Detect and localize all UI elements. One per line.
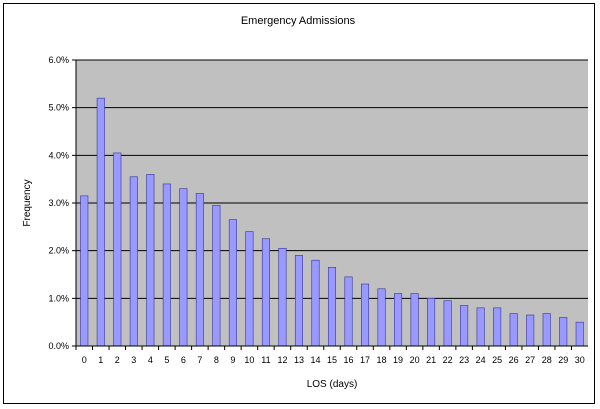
x-tick-label: 12	[277, 355, 287, 365]
x-tick-label: 16	[344, 355, 354, 365]
bar-los-11	[261, 238, 270, 347]
bar-los-10	[245, 231, 254, 347]
x-tick-label: 1	[98, 355, 103, 365]
chart-title: Emergency Admissions	[241, 15, 356, 27]
bar-los-24	[476, 307, 485, 347]
x-tick-label: 3	[131, 355, 136, 365]
x-tick-label: 4	[148, 355, 153, 365]
bar-los-28	[542, 313, 551, 347]
bar-los-20	[410, 293, 419, 347]
x-axis-ticks: 0 1 2 3 4 5 6 7 8 9 10 11 12 13 14 15 16 17 18 19 20 21 22 23 24…	[75, 346, 585, 365]
bar-los-9	[228, 219, 237, 347]
y-tick-label: 3.0%	[48, 198, 69, 208]
bar-los-14	[311, 259, 320, 347]
bar-los-3	[129, 176, 138, 347]
y-tick-label: 2.0%	[48, 246, 69, 256]
bar-los-27	[526, 314, 535, 347]
x-tick-label: 14	[310, 355, 320, 365]
bar-los-19	[394, 293, 403, 347]
x-tick-label: 17	[360, 355, 370, 365]
y-axis-label: Frequency	[22, 179, 33, 226]
bar-los-2	[113, 152, 122, 347]
bar-los-13	[294, 255, 303, 347]
y-tick-label: 0.0%	[48, 341, 69, 351]
x-tick-label: 21	[426, 355, 436, 365]
bar-los-16	[344, 276, 353, 347]
x-tick-label: 27	[525, 355, 535, 365]
y-axis-ticks: 0.0% 1.0% 2.0% 3.0% 4.0% 5.0% 6.0%	[48, 55, 76, 351]
bar-los-26	[509, 313, 518, 347]
bar-los-22	[443, 300, 452, 347]
bar-los-30	[575, 321, 584, 347]
y-tick-label: 4.0%	[48, 150, 69, 160]
x-tick-label: 28	[542, 355, 552, 365]
bar-los-21	[427, 298, 436, 347]
bar-los-7	[195, 193, 204, 347]
bar-los-0	[80, 195, 89, 347]
x-tick-label: 25	[492, 355, 502, 365]
x-tick-label: 26	[509, 355, 519, 365]
x-tick-label: 6	[181, 355, 186, 365]
bar-los-5	[162, 183, 171, 347]
x-tick-label: 30	[575, 355, 585, 365]
bar-los-12	[278, 247, 287, 347]
x-tick-label: 15	[327, 355, 337, 365]
x-tick-label: 10	[244, 355, 254, 365]
y-tick-label: 5.0%	[48, 103, 69, 113]
x-tick-label: 23	[459, 355, 469, 365]
bar-los-8	[212, 205, 221, 347]
x-tick-label: 22	[443, 355, 453, 365]
x-tick-label: 11	[261, 355, 270, 365]
bar-los-18	[377, 288, 386, 347]
grid-lines	[76, 59, 588, 299]
x-axis-label: LOS (days)	[307, 379, 358, 390]
x-tick-label: 24	[476, 355, 486, 365]
x-tick-label: 29	[558, 355, 568, 365]
x-tick-label: 2	[115, 355, 120, 365]
x-tick-label: 18	[377, 355, 387, 365]
x-tick-label: 20	[410, 355, 420, 365]
x-tick-label: 0	[82, 355, 87, 365]
bar-los-23	[460, 305, 469, 347]
bar-los-1	[96, 97, 105, 347]
bar-los-29	[559, 317, 568, 347]
y-tick-label: 6.0%	[48, 55, 69, 65]
x-tick-label: 13	[294, 355, 304, 365]
bar-los-15	[327, 267, 337, 347]
bars	[80, 97, 584, 347]
bar-los-6	[179, 188, 188, 347]
bar-los-25	[493, 307, 502, 347]
x-tick-label: 8	[214, 355, 219, 365]
x-tick-label: 9	[230, 355, 235, 365]
x-tick-label: 5	[164, 355, 169, 365]
bar-los-4	[146, 174, 155, 347]
bar-los-17	[361, 283, 370, 347]
x-tick-label: 19	[393, 355, 403, 365]
y-tick-label: 1.0%	[48, 293, 69, 303]
x-tick-label: 7	[197, 355, 202, 365]
